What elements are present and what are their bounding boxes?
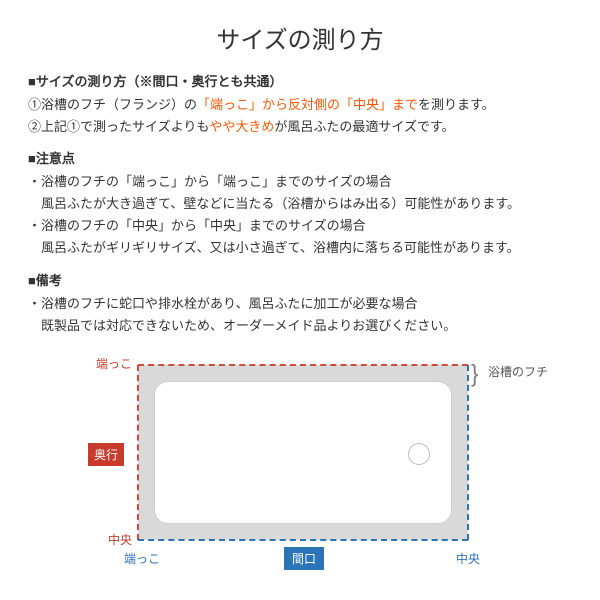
s2l4: 風呂ふたがギリギリサイズ、又は小さ過ぎて、浴槽内に落ちる可能性があります。	[28, 237, 572, 259]
dash-right	[467, 365, 469, 540]
page-title: サイズの測り方	[28, 20, 572, 55]
label-bottom-right: 中央	[456, 550, 480, 567]
label-top-left: 端っこ	[96, 355, 132, 372]
section2-head: ■注意点	[28, 148, 572, 167]
section1-line1: ①浴槽のフチ（フランジ）の「端っこ」から反対側の「中央」までを測ります。	[28, 94, 572, 116]
s3l1: ・浴槽のフチに蛇口や排水栓があり、風呂ふたに加工が必要な場合	[28, 293, 572, 315]
s1l1a: ①浴槽のフチ（フランジ）の	[28, 97, 197, 112]
s2l3: ・浴槽のフチの「中央」から「中央」までのサイズの場合	[28, 215, 572, 237]
label-depth: 奥行	[88, 443, 124, 466]
section1-head: ■サイズの測り方（※間口・奥行とも共通）	[28, 71, 572, 90]
dash-top	[138, 364, 468, 366]
diagram: } 端っこ 中央 奥行 端っこ 中央 間口 浴槽のフチ	[28, 355, 572, 585]
dash-left	[137, 365, 139, 540]
s1l1c: を測ります。	[418, 97, 495, 112]
label-left-center: 中央	[108, 531, 132, 548]
drain-icon	[408, 443, 430, 465]
s1l1b: 「端っこ」から反対側の「中央」まで	[197, 97, 418, 112]
label-flange: 浴槽のフチ	[488, 363, 548, 380]
s1l2b: やや大きめ	[209, 119, 274, 134]
s1l2a: ②上記①で測ったサイズよりも	[28, 119, 209, 134]
section1-line2: ②上記①で測ったサイズよりもやや大きめが風呂ふたの最適サイズです。	[28, 116, 572, 138]
s3l2: 既製品では対応できないため、オーダーメイド品よりお選びください。	[28, 315, 572, 337]
section3-head: ■備考	[28, 270, 572, 289]
brace-icon: }	[471, 359, 478, 388]
label-bottom-left: 端っこ	[124, 550, 160, 567]
dash-bottom	[138, 539, 468, 541]
s1l2c: が風呂ふたの最適サイズです。	[274, 119, 454, 134]
s2l1: ・浴槽のフチの「端っこ」から「端っこ」までのサイズの場合	[28, 171, 572, 193]
s2l2: 風呂ふたが大き過ぎて、壁などに当たる（浴槽からはみ出る）可能性があります。	[28, 193, 572, 215]
label-width: 間口	[284, 547, 324, 570]
